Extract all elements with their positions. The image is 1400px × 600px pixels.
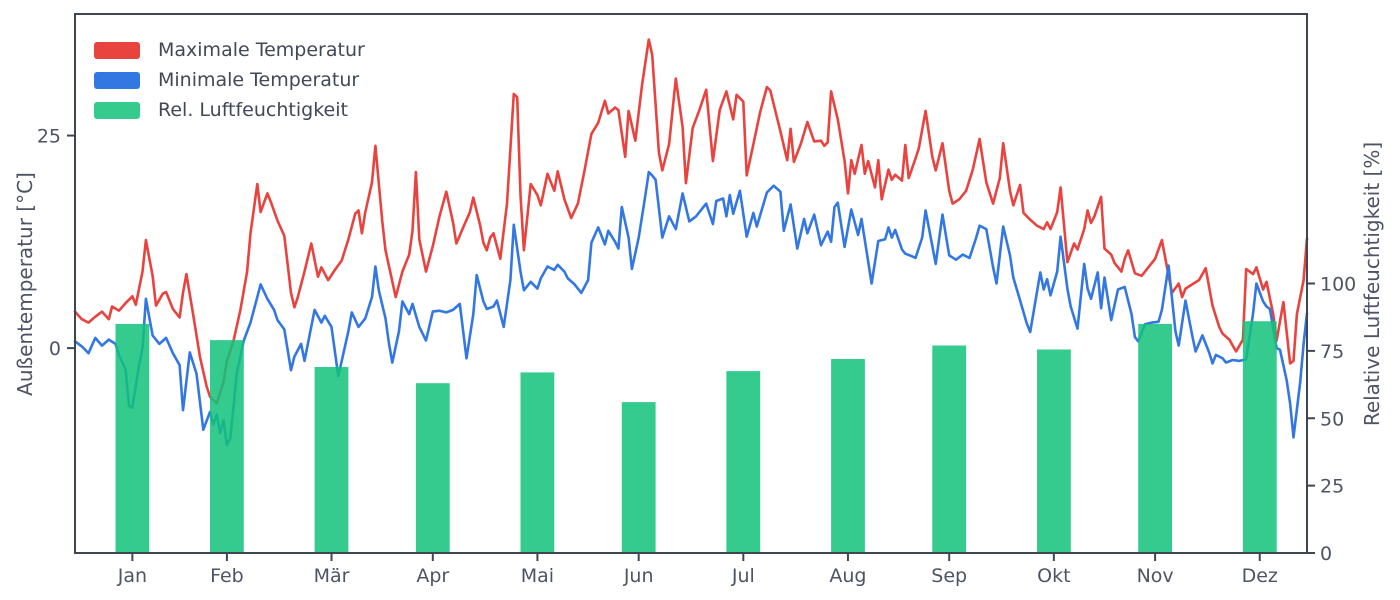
left-tick-label: 25 [37, 126, 61, 148]
humidity-bar-Mai [520, 372, 555, 553]
plot-border [74, 13, 1308, 554]
right-tick-label: 100 [1320, 274, 1356, 296]
humidity-bar-Nov [1138, 323, 1172, 553]
month-tick-label: Aug [829, 565, 866, 587]
left-axis-title: Außentemperatur [°C] [13, 172, 37, 396]
humidity-bar-Jun [621, 402, 656, 553]
min-temp-swatch [94, 71, 140, 89]
right-tick-label: 25 [1320, 476, 1344, 498]
month-tick-label: Dez [1242, 565, 1278, 587]
month-tick-label: Sep [931, 565, 967, 587]
min-temperature-line [73, 170, 1309, 447]
month-tick-label: Jul [731, 565, 755, 587]
left-tick-label: 0 [49, 338, 61, 360]
humidity-bar-Apr [415, 383, 450, 553]
month-tick-label: Okt [1037, 565, 1070, 587]
right-tick-label: 0 [1320, 543, 1332, 565]
humidity-bar-Dez [1242, 321, 1277, 553]
legend-label-max-temp: Maximale Temperatur [158, 38, 365, 61]
humidity-swatch [94, 101, 140, 119]
humidity-bar-Aug [831, 359, 865, 553]
humidity-bar-Sep [932, 345, 967, 553]
right-tick-label: 75 [1320, 341, 1344, 363]
legend: Maximale Temperatur Minimale Temperatur … [94, 35, 365, 125]
legend-item-max-temp: Maximale Temperatur [94, 35, 365, 65]
month-tick-label: Apr [416, 565, 449, 587]
legend-label-humidity: Rel. Luftfeuchtigkeit [158, 98, 348, 121]
legend-item-humidity: Rel. Luftfeuchtigkeit [94, 95, 365, 125]
humidity-bar-Feb [210, 340, 244, 553]
month-tick-label: Jan [117, 565, 147, 587]
humidity-bar-Mär [314, 367, 349, 553]
humidity-bar-Jan [115, 323, 150, 553]
max-temp-swatch [94, 41, 140, 59]
legend-item-min-temp: Minimale Temperatur [94, 65, 365, 95]
legend-label-min-temp: Minimale Temperatur [158, 68, 360, 91]
humidity-bar-Okt [1037, 349, 1071, 553]
right-axis-title: Relative Luftfeuchtigkeit [%] [1360, 141, 1384, 427]
month-tick-label: Mai [521, 565, 554, 587]
humidity-bar-Jul [726, 371, 761, 553]
month-tick-label: Jun [623, 565, 654, 587]
month-tick-label: Nov [1137, 565, 1174, 587]
max-temperature-line [73, 38, 1309, 405]
month-tick-label: Feb [210, 565, 244, 587]
right-tick-label: 50 [1320, 408, 1344, 430]
month-tick-label: Mär [314, 565, 350, 587]
